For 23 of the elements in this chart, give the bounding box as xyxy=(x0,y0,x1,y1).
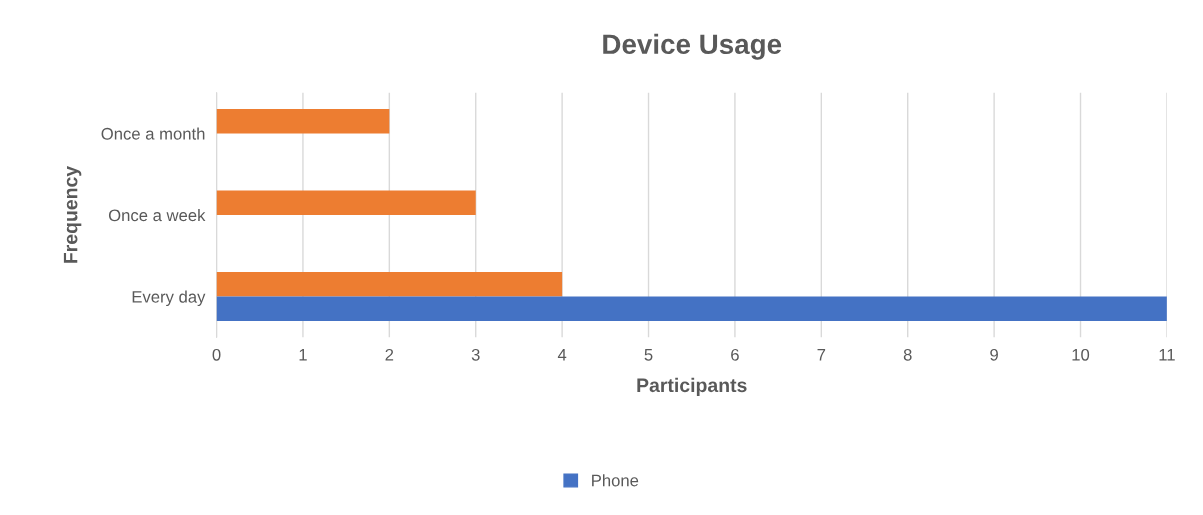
x-tick-label: 0 xyxy=(212,348,221,361)
x-tick-label: 8 xyxy=(903,348,912,361)
x-tick-label: 4 xyxy=(557,349,567,361)
y-axis-title: Frequency xyxy=(63,165,82,263)
bar xyxy=(216,190,476,216)
x-tick-label: 3 xyxy=(471,348,480,361)
x-tick-label: 11 xyxy=(1159,349,1175,361)
y-tick-label: Once a week xyxy=(108,208,206,222)
y-tick-label: Once a month xyxy=(101,127,205,140)
x-tick-label: 10 xyxy=(1072,348,1090,361)
x-axis-title: Participants xyxy=(637,377,747,396)
x-tick-label: 6 xyxy=(731,348,739,361)
x-tick-label: 7 xyxy=(817,349,826,361)
y-tick-label: Every day xyxy=(132,290,206,307)
bar xyxy=(216,109,390,134)
x-tick-label: 1 xyxy=(299,349,307,361)
chart-title: Device Usage xyxy=(603,33,782,60)
x-tick-label: 2 xyxy=(385,348,394,361)
bar xyxy=(216,272,563,297)
x-tick-label: 5 xyxy=(644,349,653,361)
bar xyxy=(216,296,1167,322)
x-tick-label: 9 xyxy=(990,348,998,361)
legend-label: Phone xyxy=(592,474,639,487)
